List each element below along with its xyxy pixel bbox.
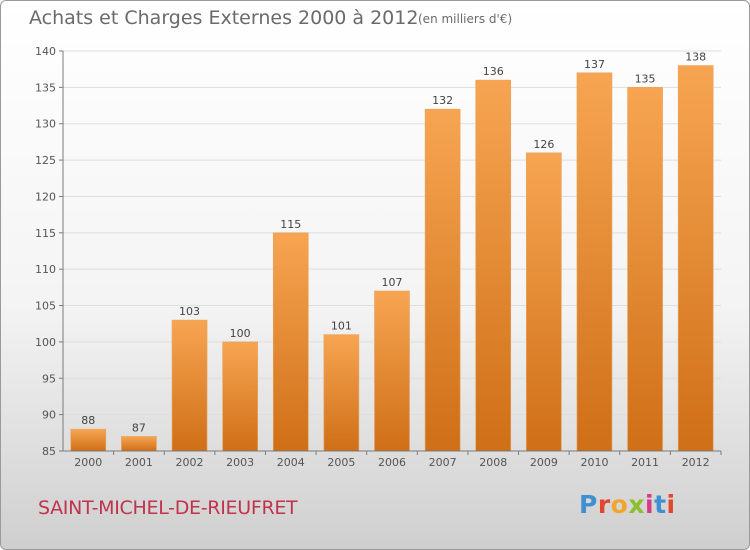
y-tick-label: 130: [35, 118, 56, 131]
data-label-2010: 137: [584, 58, 605, 71]
town-name: SAINT-MICHEL-DE-RIEUFRET: [38, 497, 298, 519]
y-tick-label: 105: [35, 300, 56, 313]
y-tick-label: 135: [35, 81, 56, 94]
data-label-2000: 88: [81, 414, 95, 427]
x-tick-label-2006: 2006: [378, 456, 406, 469]
y-tick-label: 90: [42, 409, 56, 422]
bar-2008: [475, 79, 512, 452]
bar-2001: [121, 436, 157, 452]
bar-2011: [627, 87, 663, 452]
y-tick-label: 85: [42, 445, 56, 458]
bar-2004: [272, 232, 309, 452]
x-tick-label-2001: 2001: [125, 456, 153, 469]
bar-2012: [677, 65, 714, 452]
data-label-2007: 132: [432, 94, 453, 107]
y-tick-label: 115: [35, 227, 56, 240]
x-tick-label-2012: 2012: [682, 456, 710, 469]
x-tick-label-2009: 2009: [530, 456, 558, 469]
x-tick-label-2004: 2004: [277, 456, 305, 469]
data-label-2011: 135: [635, 72, 656, 85]
bar-2005: [323, 334, 360, 452]
bar-2003: [222, 341, 258, 452]
data-label-2005: 101: [331, 320, 352, 333]
bar-2010: [576, 72, 613, 452]
data-label-2012: 138: [685, 51, 706, 64]
x-tick-label-2005: 2005: [327, 456, 355, 469]
x-tick-label-2002: 2002: [176, 456, 204, 469]
bar-2009: [526, 152, 562, 452]
y-tick-label: 95: [42, 372, 56, 385]
data-label-2001: 87: [132, 421, 146, 434]
data-label-2006: 107: [382, 276, 403, 289]
x-tick-label-2007: 2007: [429, 456, 457, 469]
bar-2006: [374, 290, 410, 452]
data-label-2009: 126: [533, 138, 554, 151]
data-label-2003: 100: [230, 327, 251, 340]
x-tick-label-2008: 2008: [479, 456, 507, 469]
data-label-2008: 136: [483, 65, 504, 78]
data-label-2002: 103: [179, 305, 200, 318]
bar-2007: [424, 108, 461, 452]
bar-2002: [171, 319, 208, 452]
chart-title: Achats et Charges Externes 2000 à 2012: [29, 7, 419, 29]
proxiti-logo: Proxiti: [579, 490, 676, 519]
x-tick-label-2003: 2003: [226, 456, 254, 469]
x-tick-label-2000: 2000: [74, 456, 102, 469]
data-label-2004: 115: [280, 218, 301, 231]
y-tick-label: 125: [35, 154, 56, 167]
y-tick-label: 140: [35, 45, 56, 58]
y-tick-label: 120: [35, 190, 56, 203]
chart-subtitle: (en milliers d'€): [418, 12, 513, 26]
x-tick-label-2010: 2010: [580, 456, 608, 469]
y-tick-label: 100: [35, 336, 56, 349]
y-tick-label: 110: [35, 263, 56, 276]
bar-2000: [70, 428, 107, 452]
x-tick-label-2011: 2011: [631, 456, 659, 469]
